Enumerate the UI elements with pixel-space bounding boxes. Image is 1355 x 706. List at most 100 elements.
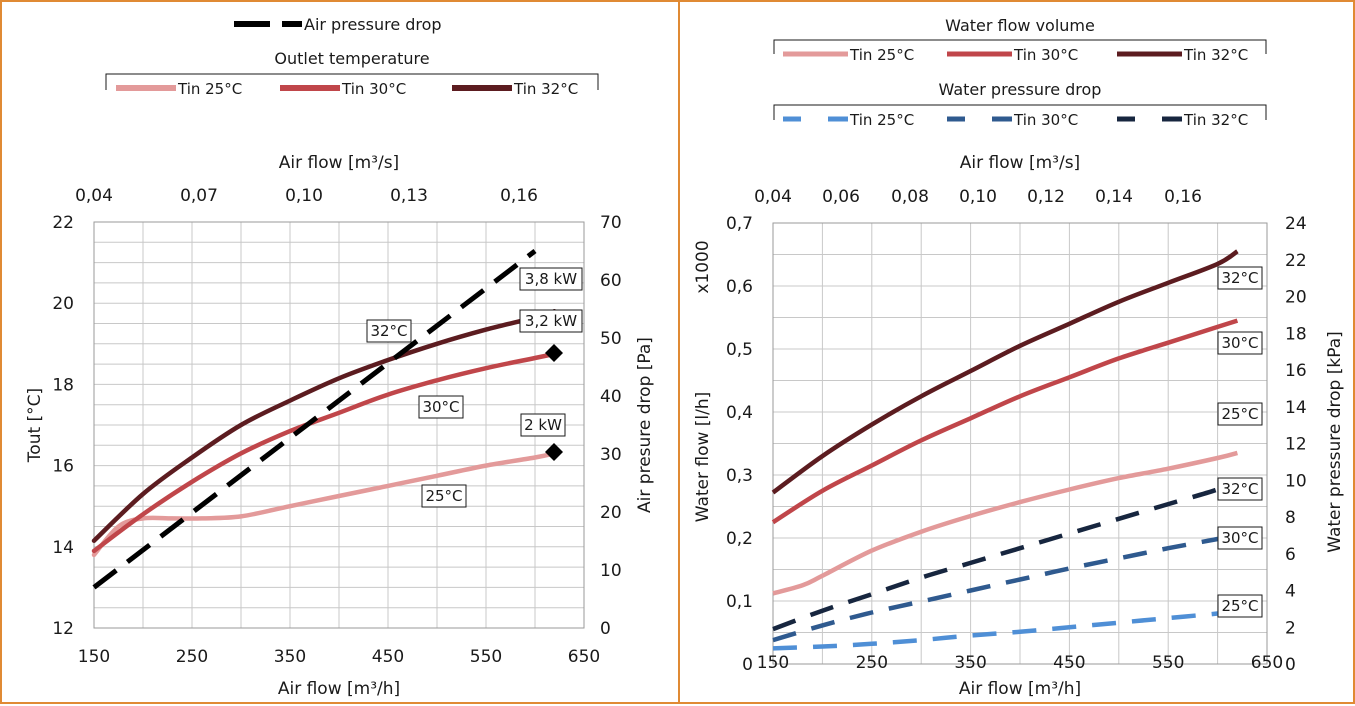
annotation-32c: 32°C (370, 322, 407, 340)
x-tick-label: 550 (470, 647, 502, 667)
y2-tick-label: 8 (1285, 508, 1296, 528)
y-tick-label: 0,1 (726, 592, 753, 612)
x2-tick-label: 0,06 (822, 187, 860, 207)
legend-label-air-pressure-drop: Air pressure drop (304, 15, 442, 34)
annotation-25c: 25°C (425, 487, 462, 505)
y-tick-label: 0 (742, 655, 753, 675)
annotation-pressure-32c-box (1217, 477, 1263, 501)
annotation-3-8-kw: 3,8 kW (525, 270, 577, 288)
y2-tick-label: 18 (1285, 324, 1307, 344)
y2-tick-label: 20 (1285, 288, 1307, 308)
series-line-water-flow-tin-32-c (771, 249, 1239, 495)
annotation-30c-box (418, 395, 464, 419)
annotation-3-2-kw: 3,2 kW (525, 312, 577, 330)
marker-diamond-30c (545, 344, 563, 362)
plot-area-border (772, 222, 1268, 665)
x2-tick-label: 0,10 (959, 187, 997, 207)
legend-label-water-flow-tin-25-c: Tin 25°C (849, 46, 914, 64)
x2-tick-label: 0,16 (1164, 187, 1202, 207)
y2-tick-label: 12 (1285, 435, 1307, 455)
marker-diamond-25c (545, 443, 563, 461)
y2-tick-label: 40 (600, 387, 622, 407)
series-line-tin-25-c (91, 451, 557, 558)
annotation-flow-25c-box (1217, 402, 1263, 426)
series-line-water-pressure-tin-30-c (772, 533, 1238, 643)
legend-group-title-water-pressure-drop: Water pressure drop (939, 80, 1102, 99)
x-tick-label: 550 (1152, 653, 1184, 673)
series-line-air-pressure-drop (92, 249, 537, 590)
legend-label-tin-32-c: Tin 32°C (513, 80, 578, 98)
x2-tick-label: 0,04 (75, 186, 113, 206)
y-axis-multiplier: x1000 (693, 240, 713, 293)
left-chart-svg: 150 250 350 450 550 650 12 14 16 18 20 22 0 10 20 30 40 5… (25, 15, 655, 699)
y-tick-label: 0,6 (726, 277, 753, 297)
annotation-3-8-kw-box (519, 267, 583, 291)
y2-tick-label: 10 (1285, 471, 1307, 491)
x2-axis-title: Air flow [m³/s] (960, 153, 1080, 173)
x-tick-label: 450 (1053, 653, 1085, 673)
x2-tick-label: 0,14 (1095, 187, 1133, 207)
annotation-flow-32c: 32°C (1221, 269, 1258, 287)
y2-tick-label: 0 (1285, 655, 1296, 675)
y2-tick-label: 30 (600, 445, 622, 465)
right-chart-svg: 150 250 350 450 550 65000,10,20,30,40,50,60,7… (693, 16, 1345, 699)
y2-tick-label: 60 (600, 271, 622, 291)
annotation-flow-25c: 25°C (1221, 405, 1258, 423)
annotation-pressure-25c: 25°C (1221, 597, 1258, 615)
annotation-pressure-25c-box (1217, 594, 1263, 618)
annotation-flow-32c-box (1217, 266, 1263, 290)
y-tick-label: 12 (52, 619, 74, 639)
x-tick-label: 450 (372, 647, 404, 667)
y-tick-label: 0,4 (726, 403, 753, 423)
annotation-flow-30c-box (1217, 331, 1263, 355)
legend-bracket-water-pressure (773, 104, 1267, 120)
legend-label-water-flow-tin-30-c: Tin 30°C (1013, 46, 1078, 64)
series-line-water-flow-tin-25-c (772, 450, 1238, 596)
legend-group-title-water-flow-volume: Water flow volume (945, 16, 1095, 35)
x-axis-title: Air flow [m³/h] (959, 679, 1081, 699)
x2-tick-label: 0,12 (1027, 187, 1065, 207)
legend-label-water-pressure-tin-25-c: Tin 25°C (849, 111, 914, 129)
series-line-water-pressure-tin-25-c (772, 608, 1238, 651)
y2-tick-label: 2 (1285, 618, 1296, 638)
y-tick-label: 20 (52, 294, 74, 314)
annotation-25c-box (421, 484, 467, 508)
x-axis-title: Air flow [m³/h] (278, 679, 400, 699)
y2-tick-label: 10 (600, 561, 622, 581)
y2-tick-label: 24 (1285, 214, 1307, 234)
x2-tick-label: 0,07 (180, 186, 218, 206)
annotation-2-kw: 2 kW (524, 416, 562, 434)
y2-tick-label: 0 (600, 619, 611, 639)
y-tick-label: 0,3 (726, 466, 753, 486)
legend-group-title-outlet-temperature: Outlet temperature (274, 49, 429, 68)
legend-bracket (105, 73, 599, 90)
plot-area-border (93, 221, 585, 629)
y-tick-label: 22 (52, 213, 74, 233)
annotation-2-kw-box (520, 413, 566, 437)
annotation-flow-30c: 30°C (1221, 334, 1258, 352)
x-tick-label: 350 (274, 647, 306, 667)
legend-label-water-pressure-tin-32-c: Tin 32°C (1183, 111, 1248, 129)
y-tick-label: 16 (52, 457, 74, 477)
x2-tick-label: 0,13 (390, 186, 428, 206)
annotation-pressure-30c: 30°C (1221, 529, 1258, 547)
annotation-3-2-kw-box (519, 309, 583, 333)
x2-tick-label: 0,16 (500, 186, 538, 206)
x2-tick-label: 0,10 (285, 186, 323, 206)
series-line-tin-30-c (91, 351, 557, 554)
annotation-30c: 30°C (422, 398, 459, 416)
x-tick-label: 150 (78, 647, 110, 667)
y-tick-label: 0,7 (726, 214, 753, 234)
y-tick-label: 0,2 (726, 529, 753, 549)
y-tick-label: 0,5 (726, 340, 753, 360)
y2-tick-label: 70 (600, 213, 622, 233)
y2-tick-label: 6 (1285, 545, 1296, 565)
right-chart-panel: 150 250 350 450 550 650 0 0,1 0,2 0,3 0,4 0,5 0,6 0,7… (678, 0, 1355, 704)
left-chart-panel: 150 250 350 450 550 650 12 14 16 18 20 22 0 10 20 30 40 5… (0, 0, 680, 704)
x-tick-label: 650 (568, 647, 600, 667)
series-line-tin-32-c (91, 309, 557, 543)
x-tick-label: 150 (757, 653, 789, 673)
x-tick-label: 350 (954, 653, 986, 673)
legend-label-tin-25-c: Tin 25°C (177, 80, 242, 98)
legend-bracket-water-flow (773, 39, 1267, 54)
